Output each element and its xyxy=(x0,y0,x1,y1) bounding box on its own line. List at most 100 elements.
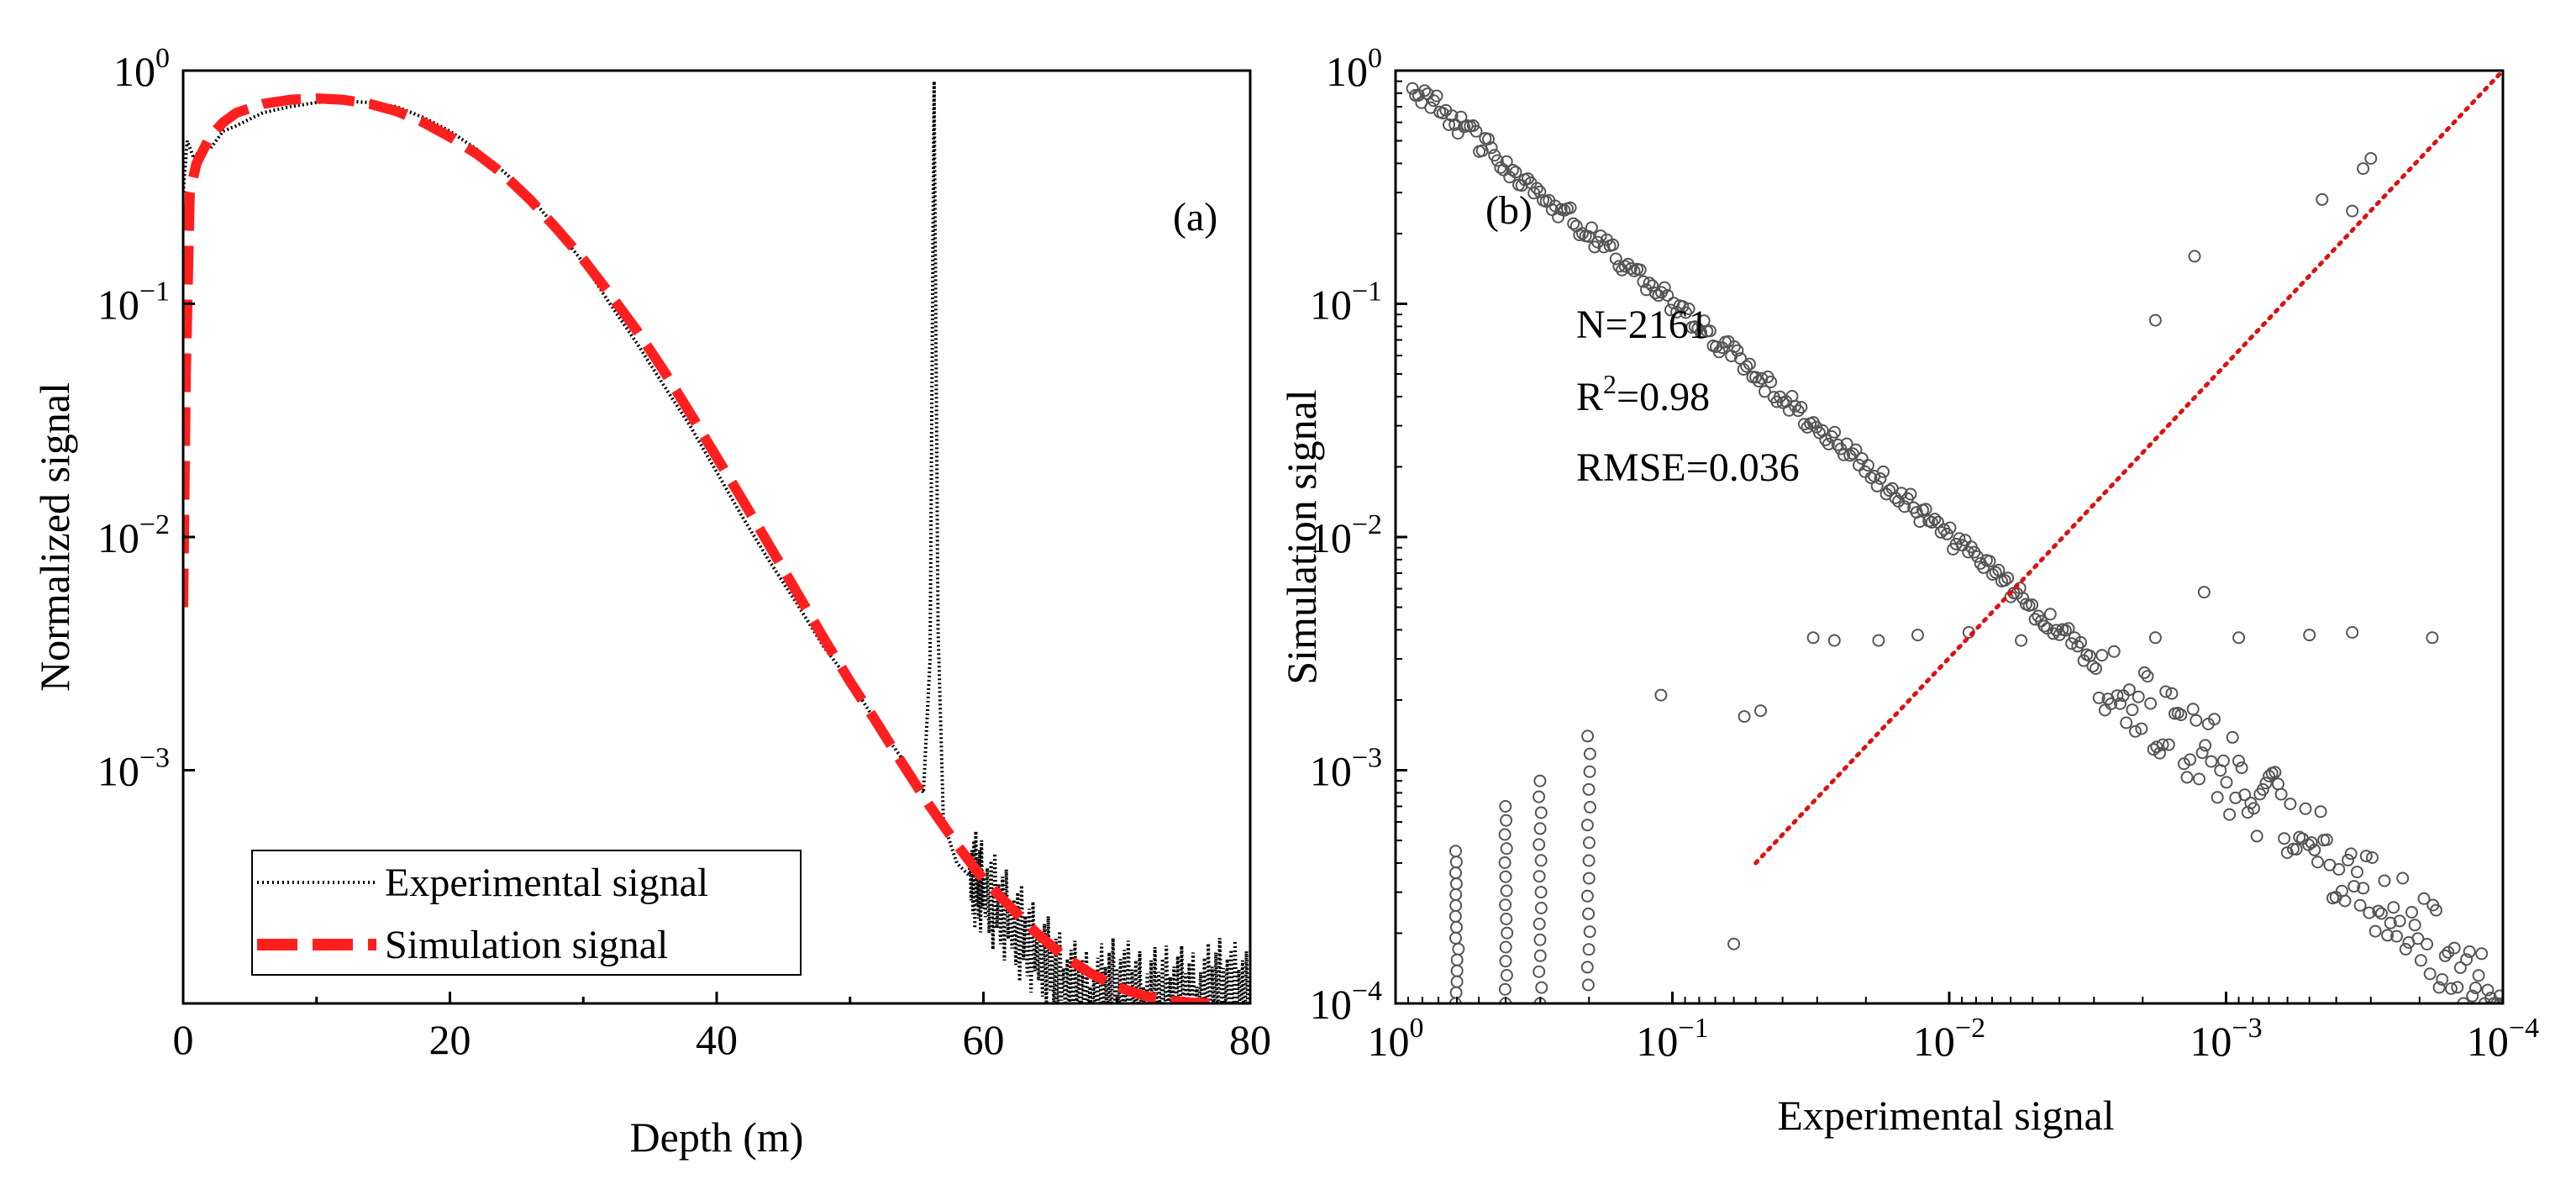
scatter-point xyxy=(1535,981,1548,994)
panel-b-y-tick-label-exp: 0 xyxy=(1368,43,1382,74)
scatter-point xyxy=(1585,221,1598,234)
scatter-point xyxy=(1754,704,1767,718)
scatter-point xyxy=(2188,250,2201,263)
scatter-point xyxy=(2387,901,2400,914)
scatter-point xyxy=(1534,854,1548,867)
scatter-point xyxy=(2090,662,2102,676)
scatter-point xyxy=(1637,275,1650,288)
scatter-point xyxy=(2147,743,2160,756)
scatter-point xyxy=(2122,683,2136,697)
scatter-point xyxy=(2384,916,2397,929)
scatter-point xyxy=(2417,892,2431,905)
legend-label-simulation: Simulation signal xyxy=(385,923,668,967)
scatter-point xyxy=(1449,877,1463,891)
scatter-point xyxy=(2019,598,2032,611)
scatter-point xyxy=(2080,648,2094,661)
scatter-point xyxy=(1798,418,1811,431)
scatter-point xyxy=(1706,340,1720,352)
panel-b: 100 10−1 10−2 10−3 10−4 10010−110−210−310−4 … xyxy=(1278,43,2539,1139)
scatter-point xyxy=(2241,806,2254,819)
scatter-point xyxy=(2092,691,2105,704)
scatter-point xyxy=(2460,953,2473,966)
scatter-point xyxy=(2159,685,2173,698)
scatter-point xyxy=(1588,240,1601,254)
scatter-point xyxy=(2095,649,2109,662)
scatter-point xyxy=(2344,847,2358,861)
scatter-point xyxy=(2148,313,2162,327)
panel-b-y-tick-label-exp: −2 xyxy=(1352,509,1382,540)
scatter-point xyxy=(2232,631,2246,645)
scatter-point xyxy=(2303,629,2316,642)
panel-b-y-tick-label-base: 10 xyxy=(1310,748,1352,795)
scatter-point xyxy=(2357,162,2370,176)
scatter-point xyxy=(2421,938,2434,950)
scatter-point xyxy=(1583,925,1596,939)
scatter-point xyxy=(2363,906,2376,919)
scatter-point xyxy=(2071,640,2084,653)
fit-line-path xyxy=(1753,71,2503,866)
scatter-point xyxy=(1759,385,1771,398)
scatter-point xyxy=(2265,766,2279,780)
scatter-point xyxy=(1584,801,1596,814)
stat-rmse: RMSE=0.036 xyxy=(1576,445,1800,490)
scatter-point xyxy=(1449,986,1463,999)
scatter-point xyxy=(1652,289,1665,303)
scatter-point xyxy=(2116,689,2130,703)
panel-a-x-tick-label: 0 xyxy=(173,1016,194,1063)
scatter-point xyxy=(2272,777,2284,791)
scatter-point xyxy=(1616,263,1628,276)
scatter-point xyxy=(1450,975,1464,988)
scatter-point xyxy=(1452,942,1465,956)
scatter-point xyxy=(2274,787,2288,801)
scatter-point xyxy=(1500,884,1513,898)
scatter-point xyxy=(2043,608,2057,621)
scatter-point xyxy=(1874,472,1887,485)
scatter-point xyxy=(1506,163,1519,176)
scatter-point xyxy=(1573,229,1586,242)
scatter-point xyxy=(1654,688,1668,702)
scatter-point xyxy=(1806,631,1820,645)
scatter-point xyxy=(2195,746,2209,760)
scatter-point xyxy=(2177,757,2190,771)
panel-a-y-axis-label: Normalized signal xyxy=(31,382,78,692)
scatter-point xyxy=(2101,692,2115,706)
scatter-point xyxy=(1582,871,1596,885)
scatter-point xyxy=(2214,764,2227,777)
scatter-point xyxy=(1499,898,1512,912)
panel-b-y-tick-label: 10−3 xyxy=(1310,743,1382,795)
scatter-point xyxy=(1594,229,1607,243)
scatter-point xyxy=(1473,145,1486,158)
scatter-point xyxy=(1449,899,1463,912)
scatter-point xyxy=(2114,697,2127,710)
panel-b-x-tick-label-exp: −1 xyxy=(1678,1013,1708,1044)
scatter-point xyxy=(2326,892,2339,905)
scatter-point xyxy=(2180,771,2194,784)
scatter-point xyxy=(2405,906,2418,919)
scatter-point xyxy=(2372,904,2385,918)
scatter-point xyxy=(1727,937,1741,950)
scatter-point xyxy=(1532,965,1546,978)
scatter-point xyxy=(2408,919,2421,932)
scatter-point xyxy=(2220,776,2233,789)
scatter-point xyxy=(2068,631,2081,645)
scatter-point xyxy=(2426,631,2439,645)
scatter-point xyxy=(2436,973,2449,986)
panel-b-y-tick-label: 10−4 xyxy=(1310,976,1382,1028)
panel-b-x-tick-label: 10−3 xyxy=(2190,1013,2262,1065)
scatter-point xyxy=(2342,853,2355,866)
scatter-point xyxy=(1532,838,1546,851)
scatter-point xyxy=(1661,289,1674,302)
scatter-point xyxy=(1782,403,1795,417)
scatter-point xyxy=(2065,637,2079,650)
scatter-point xyxy=(2223,808,2237,821)
scatter-point xyxy=(1582,854,1596,867)
panel-b-x-axis-label: Experimental signal xyxy=(1777,1092,2114,1139)
scatter-point xyxy=(1612,260,1626,273)
scatter-point xyxy=(1512,178,1526,192)
scatter-point xyxy=(2314,805,2327,819)
panel-a-x-axis-label: Depth (m) xyxy=(630,1114,804,1161)
legend-box xyxy=(251,850,802,976)
scatter-point xyxy=(1643,276,1656,290)
scatter-point xyxy=(1680,306,1692,319)
scatter-point xyxy=(1534,886,1548,899)
